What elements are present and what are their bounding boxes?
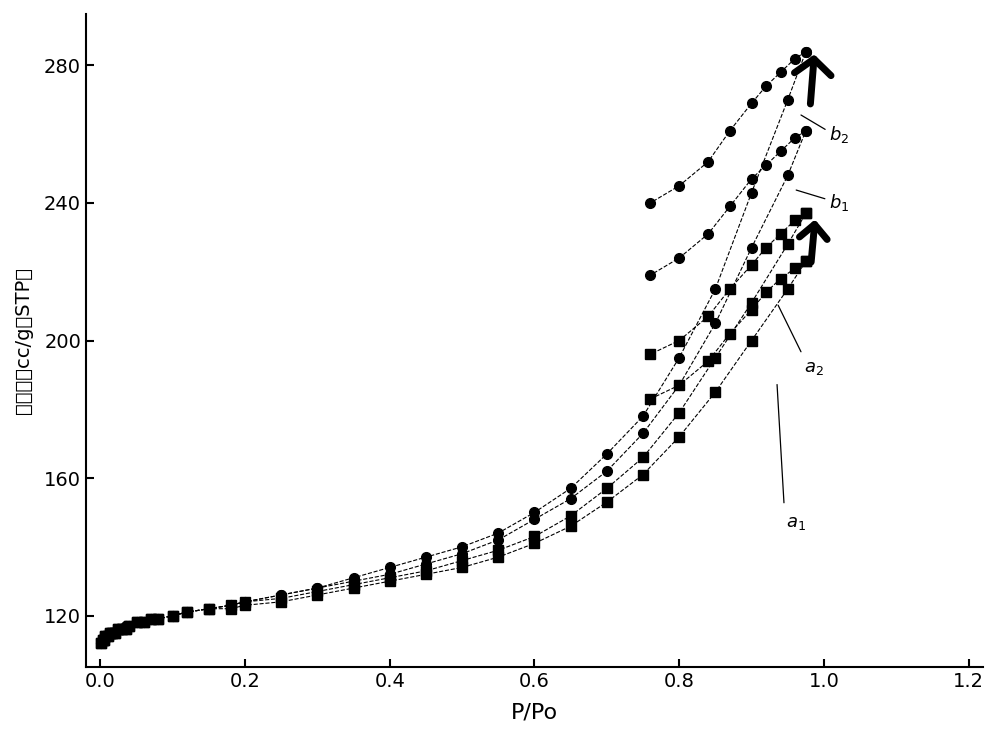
Y-axis label: 吸附量（cc/g，STP）: 吸附量（cc/g，STP）: [14, 267, 33, 414]
Text: $a_1$: $a_1$: [786, 514, 806, 531]
Text: $b_2$: $b_2$: [829, 124, 849, 145]
Text: $a_2$: $a_2$: [804, 359, 823, 377]
Text: $b_1$: $b_1$: [829, 193, 849, 213]
X-axis label: P/Po: P/Po: [511, 702, 558, 722]
